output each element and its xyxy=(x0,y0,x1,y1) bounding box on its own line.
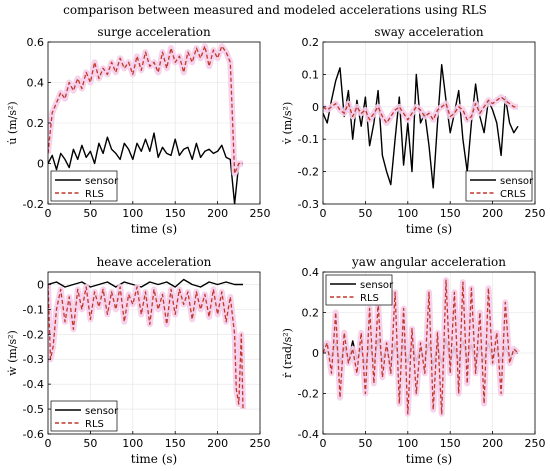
x-tick-label: 200 xyxy=(207,207,228,220)
legend-label: RLS xyxy=(85,419,104,430)
x-tick-label: 150 xyxy=(165,437,186,450)
y-tick-label: -0.1 xyxy=(23,303,44,316)
y-axis-label: u̇ (m/s²) xyxy=(6,101,19,144)
x-tick-label: 250 xyxy=(525,437,546,450)
x-tick-label: 200 xyxy=(482,207,503,220)
legend-label: sensor xyxy=(360,280,394,291)
x-tick-label: 100 xyxy=(397,437,418,450)
y-tick-label: 0 xyxy=(37,278,44,291)
legend-label: sensor xyxy=(500,176,534,187)
data-layer xyxy=(323,63,519,189)
x-tick-label: 200 xyxy=(207,437,228,450)
y-axis-label: ẇ (m/s²) xyxy=(6,330,19,376)
data-layer xyxy=(323,277,521,417)
legend: sensor RLS xyxy=(50,170,119,202)
y-tick-label: 0.4 xyxy=(27,77,45,90)
series-line-CRLS xyxy=(323,96,518,124)
axes-frame xyxy=(322,41,536,205)
chart-title: heave acceleration xyxy=(97,255,212,269)
y-tick-label: 0.2 xyxy=(302,307,320,320)
y-axis-label: ṙ (rad/s²) xyxy=(281,328,294,378)
chart-title: sway acceleration xyxy=(374,25,484,39)
y-tick-label: 0 xyxy=(312,101,319,114)
legend-label: RLS xyxy=(360,293,379,304)
y-tick-label: -0.2 xyxy=(23,328,44,341)
legend-label: RLS xyxy=(85,189,104,200)
x-tick-label: 0 xyxy=(45,437,52,450)
x-tick-label: 250 xyxy=(250,207,271,220)
y-tick-label: -0.2 xyxy=(298,388,319,401)
legend-label: CRLS xyxy=(500,189,526,200)
y-tick-label: 0 xyxy=(312,347,319,360)
y-tick-label: 0.6 xyxy=(27,36,45,49)
y-tick-label: -0.3 xyxy=(298,198,319,211)
x-tick-label: 250 xyxy=(525,207,546,220)
x-tick-label: 200 xyxy=(482,437,503,450)
x-tick-label: 50 xyxy=(358,437,372,450)
legend: sensor RLS xyxy=(325,274,394,306)
x-axis-label: time (s) xyxy=(406,452,452,466)
x-tick-label: 0 xyxy=(45,207,52,220)
x-tick-label: 250 xyxy=(250,437,271,450)
y-tick-label: -0.3 xyxy=(23,353,44,366)
x-tick-label: 150 xyxy=(440,207,461,220)
y-tick-label: -0.5 xyxy=(23,403,44,416)
x-axis-label: time (s) xyxy=(131,452,177,466)
series-line-RLS xyxy=(48,45,243,175)
x-tick-label: 150 xyxy=(440,437,461,450)
chart-panel-2: 0 50 100 150 200 250 -0.6 -0.5 -0.4 -0.3 -0.2 -0.1 0… xyxy=(6,255,271,466)
y-tick-label: -0.2 xyxy=(23,198,44,211)
y-tick-label: 0 xyxy=(37,158,44,171)
x-tick-label: 100 xyxy=(122,437,143,450)
x-tick-label: 150 xyxy=(165,207,186,220)
series-line-sensor xyxy=(48,278,243,288)
legend-label: sensor xyxy=(85,406,119,417)
chart-panel-3: 0 50 100 150 200 250 -0.4 -0.2 0 0.2 0.4 yaw angula… xyxy=(281,255,546,466)
legend-box xyxy=(50,400,118,432)
data-layer xyxy=(48,43,243,204)
y-tick-label: -0.4 xyxy=(23,378,44,391)
y-tick-label: 0.2 xyxy=(27,117,45,130)
series-line-RLS xyxy=(323,279,519,415)
y-tick-label: -0.2 xyxy=(298,166,319,179)
chart-panel-1: 0 50 100 150 200 250 -0.3 -0.2 -0.1 0 0.1 0.2 sway a… xyxy=(281,25,546,236)
y-tick-label: -0.1 xyxy=(298,133,319,146)
x-axis-label: time (s) xyxy=(131,222,177,236)
axes-frame xyxy=(47,271,261,435)
y-tick-label: -0.4 xyxy=(298,428,319,441)
series-line-sensor xyxy=(48,132,243,204)
legend-box xyxy=(465,170,533,202)
x-tick-label: 0 xyxy=(320,437,327,450)
legend-label: sensor xyxy=(85,176,119,187)
figure-title: comparison between measured and modeled … xyxy=(63,3,487,17)
data-layer xyxy=(48,278,246,410)
chart-title: yaw angular acceleration xyxy=(351,255,506,269)
y-axis-label: v̇ (m/s²) xyxy=(281,102,294,146)
y-tick-label: -0.6 xyxy=(23,428,44,441)
legend: sensor CRLS xyxy=(465,170,534,202)
legend: sensor RLS xyxy=(50,400,119,432)
x-tick-label: 50 xyxy=(83,207,97,220)
x-tick-label: 100 xyxy=(397,207,418,220)
y-tick-label: 0.2 xyxy=(302,36,320,49)
x-tick-label: 50 xyxy=(83,437,97,450)
x-tick-label: 100 xyxy=(122,207,143,220)
y-tick-label: 0.4 xyxy=(302,266,320,279)
chart-title: surge acceleration xyxy=(97,25,211,39)
x-tick-label: 50 xyxy=(358,207,372,220)
series-line-RLS xyxy=(48,284,244,410)
x-axis-label: time (s) xyxy=(406,222,452,236)
legend-box xyxy=(325,274,393,306)
x-tick-label: 0 xyxy=(320,207,327,220)
y-tick-label: 0.1 xyxy=(302,68,320,81)
legend-box xyxy=(50,170,118,202)
